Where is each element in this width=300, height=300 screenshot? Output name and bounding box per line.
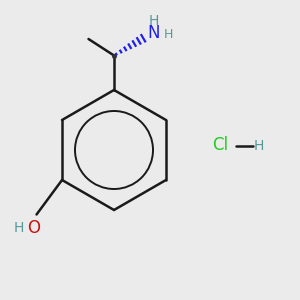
Text: H: H: [149, 14, 159, 28]
Text: H: H: [254, 139, 264, 152]
Text: Cl: Cl: [212, 136, 229, 154]
Text: O: O: [27, 219, 40, 237]
Text: H: H: [164, 28, 173, 41]
Text: H: H: [14, 221, 24, 235]
Text: N: N: [148, 24, 160, 42]
